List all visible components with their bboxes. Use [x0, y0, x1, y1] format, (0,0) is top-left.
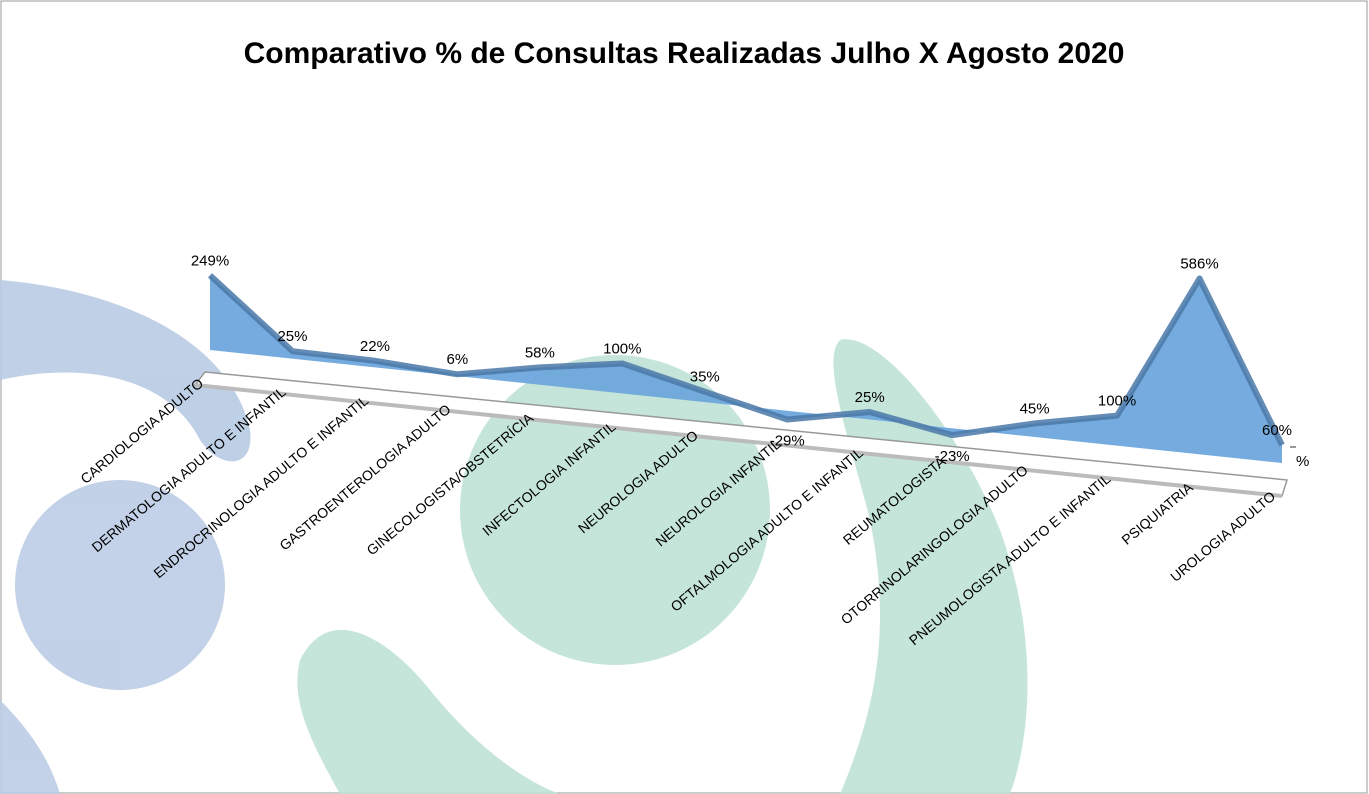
data-label: 249% [191, 252, 229, 269]
chart: Comparativo % de Consultas Realizadas Ju… [0, 0, 1369, 794]
data-label: 35% [690, 369, 720, 386]
data-label: 100% [1098, 393, 1136, 410]
data-label: 60% [1262, 422, 1292, 439]
data-label: 25% [277, 328, 307, 345]
data-label: 586% [1180, 255, 1218, 272]
legend-label: % [1296, 453, 1309, 470]
data-label: 25% [855, 389, 885, 406]
chart-title: Comparativo % de Consultas Realizadas Ju… [244, 37, 1125, 70]
data-label: 100% [603, 340, 641, 357]
legend-swatch [1290, 446, 1296, 448]
data-label: 58% [525, 344, 555, 361]
data-label: 6% [447, 351, 469, 368]
data-label: 45% [1020, 400, 1050, 417]
decor-circle [15, 480, 225, 690]
data-label: 22% [360, 338, 390, 355]
